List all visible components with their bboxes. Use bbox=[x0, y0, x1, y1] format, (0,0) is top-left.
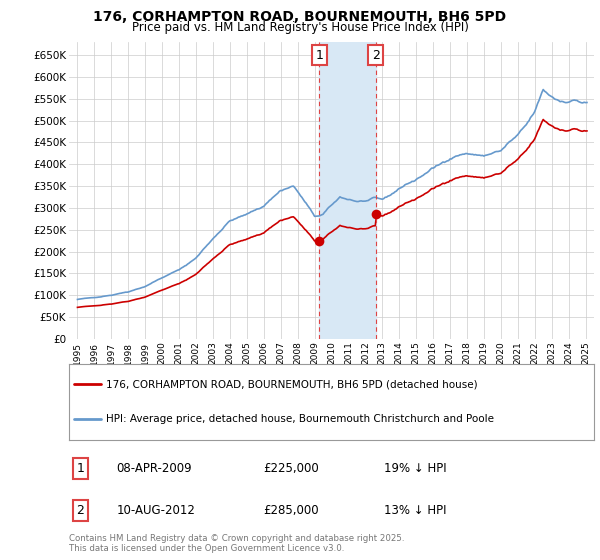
Text: Contains HM Land Registry data © Crown copyright and database right 2025.
This d: Contains HM Land Registry data © Crown c… bbox=[69, 534, 404, 553]
Text: 2: 2 bbox=[77, 504, 85, 517]
Text: HPI: Average price, detached house, Bournemouth Christchurch and Poole: HPI: Average price, detached house, Bour… bbox=[106, 414, 494, 424]
Text: Price paid vs. HM Land Registry's House Price Index (HPI): Price paid vs. HM Land Registry's House … bbox=[131, 21, 469, 34]
Text: 13% ↓ HPI: 13% ↓ HPI bbox=[384, 504, 446, 517]
Text: £225,000: £225,000 bbox=[263, 462, 319, 475]
Text: 176, CORHAMPTON ROAD, BOURNEMOUTH, BH6 5PD (detached house): 176, CORHAMPTON ROAD, BOURNEMOUTH, BH6 5… bbox=[106, 380, 478, 389]
Text: 1: 1 bbox=[77, 462, 85, 475]
Text: £285,000: £285,000 bbox=[263, 504, 319, 517]
Bar bbox=[319, 42, 376, 339]
Text: 19% ↓ HPI: 19% ↓ HPI bbox=[384, 462, 446, 475]
Text: 176, CORHAMPTON ROAD, BOURNEMOUTH, BH6 5PD: 176, CORHAMPTON ROAD, BOURNEMOUTH, BH6 5… bbox=[94, 10, 506, 24]
Text: 2: 2 bbox=[372, 49, 380, 62]
Text: 1: 1 bbox=[315, 49, 323, 62]
Text: 08-APR-2009: 08-APR-2009 bbox=[116, 462, 192, 475]
Text: 10-AUG-2012: 10-AUG-2012 bbox=[116, 504, 195, 517]
